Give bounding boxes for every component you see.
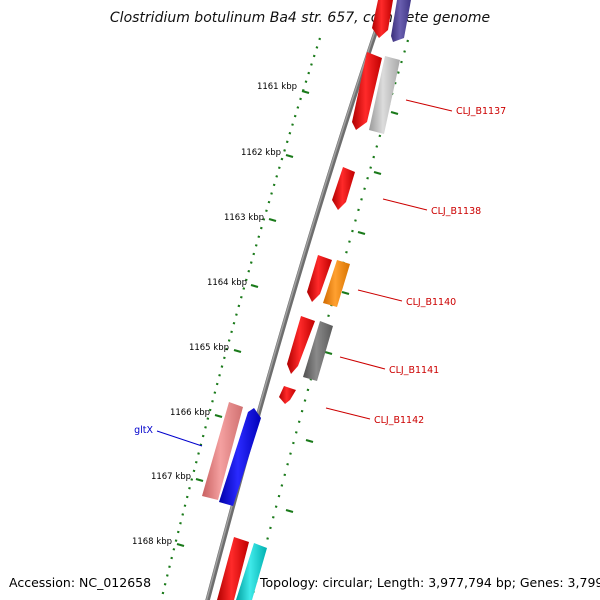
tick-mark <box>324 350 333 356</box>
gene-label-clj-b1142[interactable]: CLJ_B1142 <box>374 415 424 426</box>
tick-label: 1165 kbp <box>189 343 229 353</box>
tick-track-left <box>160 37 322 600</box>
tick-marks <box>176 89 310 548</box>
gene-feature[interactable] <box>303 321 333 381</box>
callout-line <box>382 198 428 211</box>
callout-line <box>405 99 453 112</box>
gene-features <box>202 0 411 600</box>
accession-label: Accession: NC_012658 <box>9 575 152 590</box>
callout-line <box>357 289 403 302</box>
callout-line <box>325 407 371 420</box>
tick-marks-right <box>285 110 399 514</box>
genome-backbone-highlight <box>205 0 387 600</box>
tick-label: 1164 kbp <box>207 278 247 288</box>
tick-mark <box>268 217 277 223</box>
gene-feature[interactable] <box>372 0 393 38</box>
tick-mark <box>195 477 204 483</box>
tick-label: 1162 kbp <box>241 148 281 158</box>
gene-label-clj-b1141[interactable]: CLJ_B1141 <box>389 365 439 376</box>
gene-feature[interactable] <box>369 56 400 134</box>
map-title: Clostridium botulinum Ba4 str. 657, comp… <box>110 10 490 26</box>
gene-feature[interactable] <box>307 255 332 302</box>
tick-mark <box>285 153 294 159</box>
gene-feature[interactable] <box>217 537 249 600</box>
gene-feature[interactable] <box>352 52 382 130</box>
tick-mark <box>305 438 314 444</box>
gene-feature[interactable] <box>219 408 261 506</box>
tick-mark <box>176 542 185 548</box>
gene-feature[interactable] <box>287 316 315 374</box>
tick-mark <box>214 413 223 419</box>
callout-lines <box>156 99 453 447</box>
tick-label: 1166 kbp <box>170 408 210 418</box>
callout-line <box>339 356 386 370</box>
tick-mark <box>301 89 310 95</box>
gene-label-gltx[interactable]: gltX <box>134 425 153 436</box>
gene-label-clj-b1137[interactable]: CLJ_B1137 <box>456 106 506 117</box>
tick-mark <box>285 508 294 514</box>
tick-mark <box>233 348 242 354</box>
callout-line <box>156 430 203 447</box>
gene-feature[interactable] <box>236 543 267 600</box>
tick-label: 1168 kbp <box>132 537 172 547</box>
tick-mark <box>341 290 350 296</box>
gene-label-clj-b1140[interactable]: CLJ_B1140 <box>406 297 456 308</box>
tick-mark <box>390 110 399 116</box>
topology-label: Topology: circular; Length: 3,977,794 bp… <box>260 575 600 590</box>
gene-feature[interactable] <box>279 386 296 404</box>
tick-label: 1163 kbp <box>224 213 264 223</box>
tick-mark <box>357 230 366 236</box>
tick-label: 1167 kbp <box>151 472 191 482</box>
tick-mark <box>373 170 382 176</box>
gene-feature[interactable] <box>332 167 355 210</box>
gene-label-clj-b1138[interactable]: CLJ_B1138 <box>431 206 481 217</box>
gene-feature[interactable] <box>391 0 411 42</box>
gene-feature[interactable] <box>202 402 243 500</box>
tick-label: 1161 kbp <box>257 82 297 92</box>
gene-feature[interactable] <box>323 260 350 307</box>
tick-mark <box>250 283 259 289</box>
